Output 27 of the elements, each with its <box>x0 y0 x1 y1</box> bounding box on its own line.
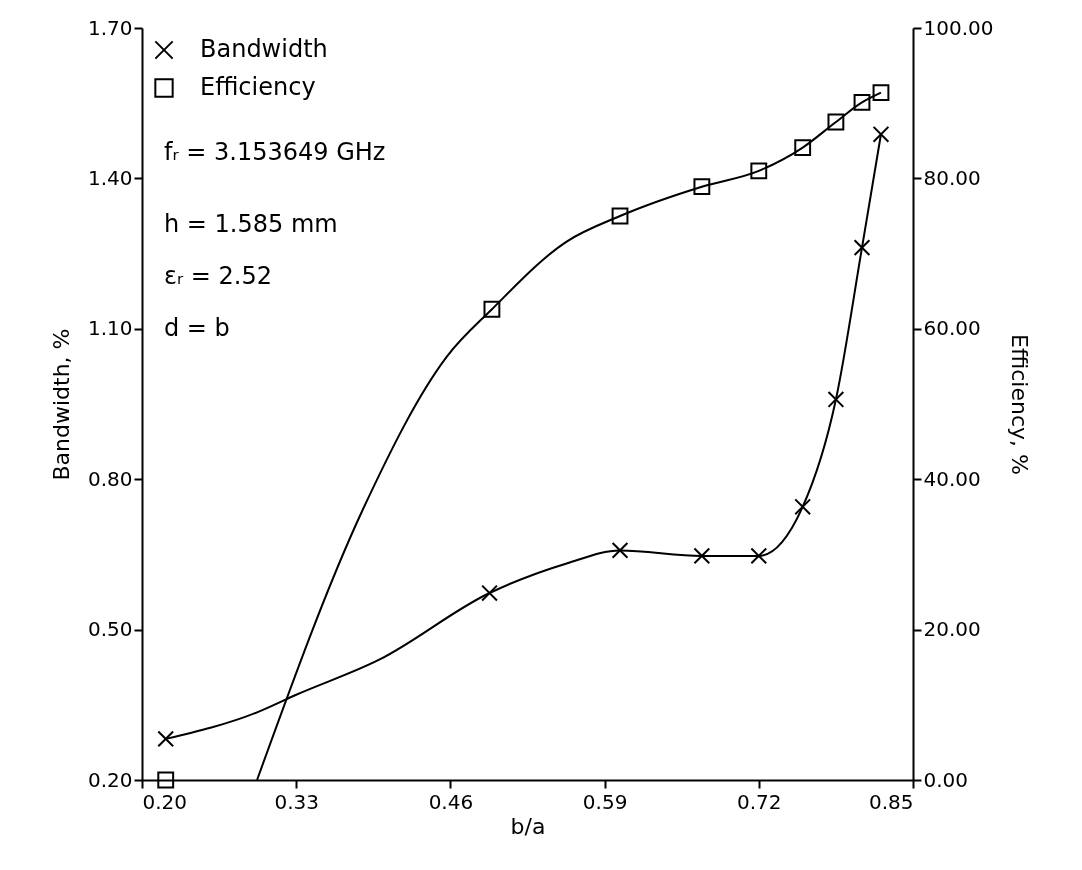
x-tick-label: 0.33 <box>274 789 319 814</box>
x-tick-label: 0.46 <box>428 789 474 814</box>
y2-tick-label: 0.00 <box>923 767 969 792</box>
y2-axis-title: Efficiency, % <box>1007 334 1033 475</box>
y-tick-label: 0.50 <box>87 617 133 642</box>
x-tick-label: 0.59 <box>582 789 628 814</box>
legend-label: Bandwidth <box>200 35 328 63</box>
y-tick-label: 1.70 <box>87 15 133 40</box>
x-tick-label: 0.72 <box>737 789 782 814</box>
y2-tick-label: 40.00 <box>923 466 981 491</box>
annotation: h = 1.585 mm <box>164 210 338 238</box>
y-tick-label: 0.80 <box>87 466 133 491</box>
annotation: d = b <box>164 314 230 342</box>
x-tick-label: 0.20 <box>142 789 188 814</box>
x-tick-label: 0.85 <box>868 789 914 814</box>
y2-tick-label: 20.00 <box>923 617 981 642</box>
annotation: εᵣ = 2.52 <box>164 262 272 290</box>
y-tick-label: 0.20 <box>87 767 133 792</box>
legend-label: Efficiency <box>200 73 316 101</box>
y2-tick-label: 100.00 <box>923 15 994 40</box>
x-axis-title: b/a <box>510 813 546 839</box>
y-tick-label: 1.10 <box>87 316 133 341</box>
y-axis-title: Bandwidth, % <box>48 328 74 481</box>
annotation: fᵣ = 3.153649 GHz <box>164 138 386 166</box>
y2-tick-label: 60.00 <box>923 316 981 341</box>
y-tick-label: 1.40 <box>87 165 133 190</box>
y2-tick-label: 80.00 <box>923 165 981 190</box>
